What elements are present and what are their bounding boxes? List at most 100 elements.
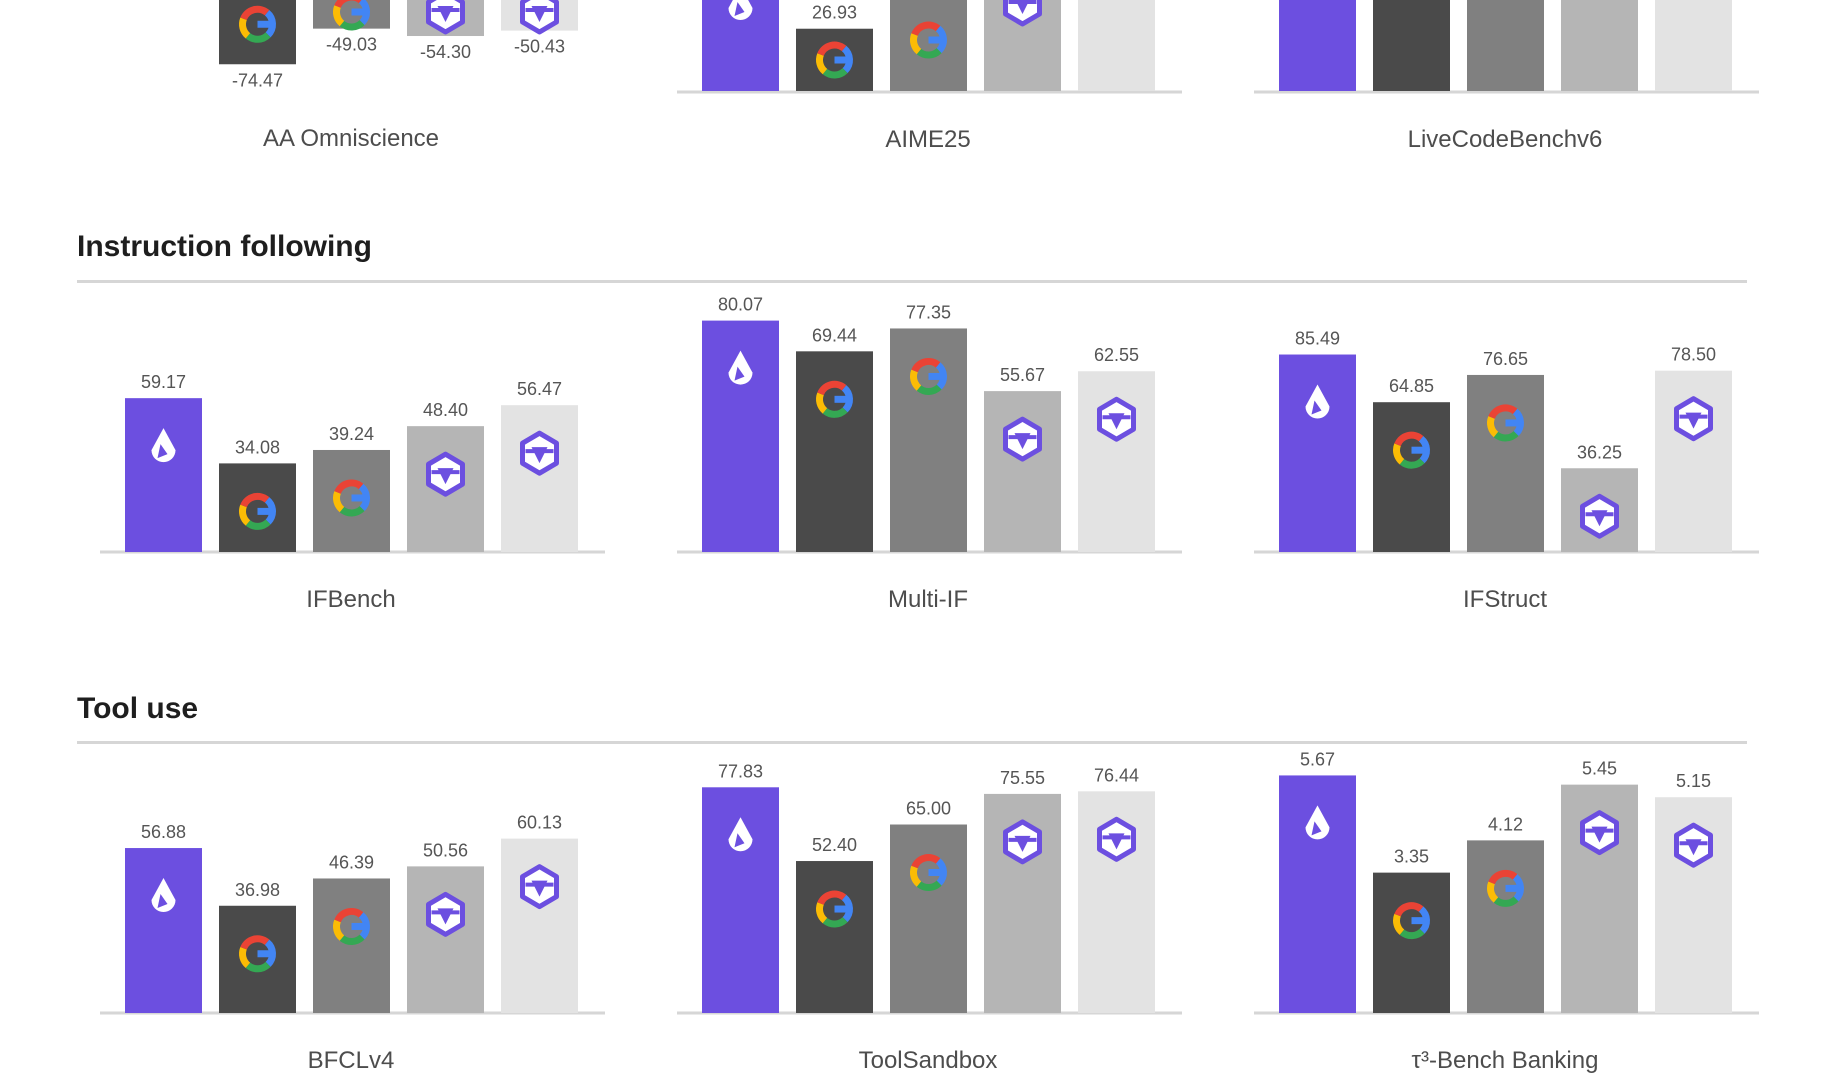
- section-title-instruction-following: Instruction following: [77, 230, 372, 263]
- liquid-logo-icon: [151, 878, 176, 913]
- value-label: 56.88: [141, 822, 186, 842]
- value-label: 77.35: [906, 302, 951, 322]
- value-label: 5.45: [1582, 759, 1617, 779]
- liquid-logo-icon: [151, 428, 176, 463]
- value-label: 80.07: [718, 295, 763, 315]
- chart-ifbench: 59.17 34.08 39.24 48.40 56.47 IFBench: [100, 372, 605, 613]
- qwen-logo-icon: [1003, 0, 1042, 27]
- value-label: 85.49: [1295, 329, 1340, 349]
- value-label: 77.83: [718, 761, 763, 781]
- bar: [1078, 0, 1155, 91]
- bar: [501, 405, 578, 552]
- qwen-logo-icon: [520, 430, 559, 476]
- qwen-logo-icon: [520, 864, 559, 910]
- qwen-logo-icon: [1674, 822, 1713, 868]
- chart-title: AIME25: [885, 126, 970, 153]
- chart-title: BFCLv4: [308, 1047, 395, 1074]
- value-label: 59.17: [141, 372, 186, 392]
- section-divider: [77, 280, 1747, 283]
- chart-title: ToolSandbox: [859, 1047, 998, 1074]
- qwen-logo-icon: [520, 0, 559, 35]
- liquid-logo-icon: [728, 350, 753, 385]
- bar: [1655, 0, 1732, 91]
- chart-toolsandbox: 77.83 52.40 65.00 75.55 76.44 ToolSandbox: [677, 761, 1182, 1074]
- liquid-logo-icon: [1305, 805, 1330, 840]
- google-g-icon: [910, 357, 947, 395]
- value-label: 46.39: [329, 852, 374, 872]
- value-label: 60.13: [517, 813, 562, 833]
- value-label: 3.35: [1394, 847, 1429, 867]
- google-g-icon: [1487, 404, 1524, 442]
- chart-aa-omniscience: -74.47 -49.03 -54.30 -50.43 AA Omniscience: [219, 0, 578, 152]
- chart-livecodebench: LiveCodeBenchv6: [1254, 0, 1759, 153]
- google-g-icon: [1393, 431, 1430, 469]
- google-g-icon: [816, 380, 853, 418]
- value-label: 36.25: [1577, 442, 1622, 462]
- google-g-icon: [333, 908, 370, 945]
- value-label: 5.67: [1300, 749, 1335, 769]
- chart-title: LiveCodeBenchv6: [1408, 126, 1603, 153]
- value-label: 48.40: [423, 400, 468, 420]
- google-g-icon: [333, 0, 370, 31]
- value-label: 34.08: [235, 437, 280, 457]
- value-label: -54.30: [420, 42, 471, 62]
- chart-tau3-bench-banking: 5.67 3.35 4.12 5.45 5.15 τ³-Bench Banking: [1254, 749, 1759, 1074]
- value-label: 76.44: [1094, 765, 1139, 785]
- bar: [1373, 0, 1450, 91]
- value-label: -49.03: [326, 35, 377, 55]
- bar: [1467, 0, 1544, 91]
- bar: [1373, 872, 1450, 1013]
- bar: [890, 328, 967, 552]
- bar: [125, 848, 202, 1013]
- value-label: 62.55: [1094, 345, 1139, 365]
- qwen-logo-icon: [1097, 396, 1136, 442]
- google-g-icon: [816, 41, 853, 79]
- value-label: 76.65: [1483, 349, 1528, 369]
- chart-title: Multi-IF: [888, 586, 968, 613]
- qwen-logo-icon: [1003, 416, 1042, 462]
- value-label: 65.00: [906, 799, 951, 819]
- value-label: 75.55: [1000, 768, 1045, 788]
- value-label: 26.93: [812, 3, 857, 23]
- section-divider: [77, 741, 1747, 744]
- chart-title: IFStruct: [1463, 586, 1547, 613]
- bar: [1279, 0, 1356, 91]
- bar: [890, 824, 967, 1013]
- value-label: 50.56: [423, 840, 468, 860]
- chart-title: IFBench: [306, 586, 395, 613]
- qwen-logo-icon: [1580, 810, 1619, 856]
- value-label: 55.67: [1000, 365, 1045, 385]
- qwen-logo-icon: [426, 891, 465, 937]
- bar: [219, 463, 296, 552]
- chart-title: AA Omniscience: [263, 125, 439, 152]
- bar: [1561, 0, 1638, 91]
- liquid-logo-icon: [1305, 384, 1330, 419]
- value-label: 69.44: [812, 325, 857, 345]
- google-g-icon: [910, 21, 947, 59]
- value-label: 4.12: [1488, 814, 1523, 834]
- google-g-icon: [1393, 902, 1430, 940]
- chart-ifstruct: 85.49 64.85 76.65 36.25 78.50 IFStruct: [1254, 329, 1759, 613]
- bar: [407, 866, 484, 1013]
- bar: [313, 878, 390, 1013]
- google-g-icon: [239, 935, 276, 973]
- chart-bfclv4: 56.88 36.98 46.39 50.56 60.13 BFCLv4: [100, 813, 605, 1074]
- value-label: 36.98: [235, 880, 280, 900]
- qwen-logo-icon: [1674, 396, 1713, 442]
- liquid-logo-icon: [728, 0, 753, 20]
- value-label: 39.24: [329, 424, 374, 444]
- qwen-logo-icon: [426, 0, 465, 35]
- value-label: 52.40: [812, 835, 857, 855]
- google-g-icon: [1487, 869, 1524, 907]
- qwen-logo-icon: [1003, 819, 1042, 865]
- chart-aime25: 26.93 AIME25: [677, 0, 1182, 153]
- bar: [1467, 840, 1544, 1013]
- section-title-tool-use: Tool use: [77, 692, 199, 725]
- chart-title: τ³-Bench Banking: [1412, 1047, 1599, 1074]
- chart-multi-if: 80.07 69.44 77.35 55.67 62.55 Multi-IF: [677, 295, 1182, 613]
- google-g-icon: [333, 479, 370, 517]
- liquid-logo-icon: [728, 817, 753, 852]
- bar: [1373, 402, 1450, 552]
- bar: [890, 0, 967, 91]
- bar: [796, 861, 873, 1013]
